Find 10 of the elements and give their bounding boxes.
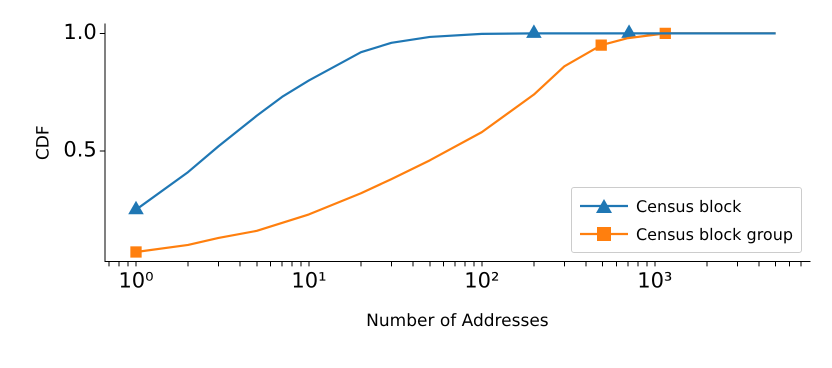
x-tick-label: 10² xyxy=(464,268,500,292)
x-tick-label: 10¹ xyxy=(291,268,326,292)
x-tick-label: 10³ xyxy=(637,268,672,292)
legend-label: Census block xyxy=(636,196,742,216)
x-axis-title: Number of Addresses xyxy=(366,311,549,332)
y-tick-label: 0.5 xyxy=(63,137,97,162)
x-tick-label: 10⁰ xyxy=(118,268,154,292)
legend-label: Census block group xyxy=(636,224,793,244)
y-tick-label: 1.0 xyxy=(63,20,97,44)
y-axis-title: CDF xyxy=(34,125,54,160)
